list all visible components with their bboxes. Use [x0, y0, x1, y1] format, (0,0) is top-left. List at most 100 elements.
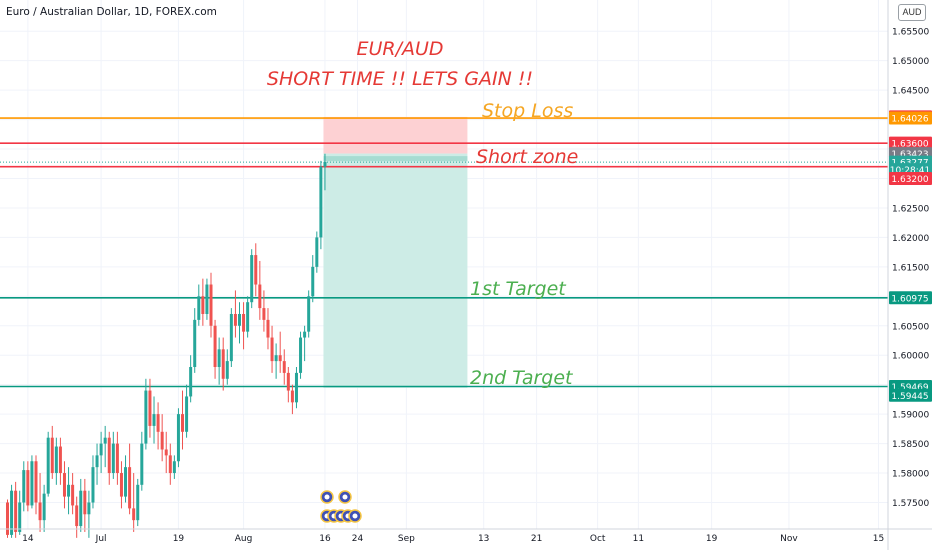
candle: [278, 331, 282, 373]
candle-body: [323, 161, 327, 167]
target2-annotation: 2nd Target: [470, 367, 573, 389]
candle: [95, 443, 99, 485]
price-label: 1.63200: [889, 171, 932, 185]
candle-body: [22, 470, 26, 503]
candle-body: [246, 302, 250, 332]
candle-body: [71, 484, 75, 506]
candle: [107, 431, 111, 485]
candle-body: [201, 296, 205, 314]
candle-body: [294, 372, 298, 403]
candle: [233, 290, 237, 338]
candle: [250, 249, 254, 309]
price-label-bg: [889, 136, 932, 150]
price-label: 1.64026: [889, 111, 932, 125]
candle-body: [221, 349, 225, 379]
price-labels: 1.640451.640261.636001.634231.6327710:28…: [889, 110, 932, 402]
candle-body: [262, 308, 266, 320]
candle-body: [50, 437, 54, 474]
candle: [290, 384, 294, 415]
candle-body: [193, 319, 197, 368]
event-flag-icon-center: [342, 494, 348, 500]
candle: [62, 461, 66, 509]
entry-band: [323, 156, 468, 162]
candle-body: [34, 461, 38, 503]
candle: [319, 160, 323, 250]
candle: [156, 402, 160, 450]
candle-body: [91, 467, 95, 503]
candle-body: [58, 446, 62, 474]
x-tick-label: Sep: [398, 534, 415, 544]
candle: [315, 231, 319, 273]
candle: [99, 431, 103, 474]
candle: [299, 331, 303, 379]
candle-body: [95, 455, 99, 468]
x-tick-label: 21: [531, 534, 542, 544]
y-tick-label: 1.60500: [892, 322, 929, 332]
candle: [50, 425, 54, 479]
candle-body: [103, 437, 107, 444]
price-label: 1.59445: [889, 388, 932, 402]
candle-body: [18, 502, 22, 532]
y-tick-label: 1.64500: [892, 87, 929, 97]
price-label-bg: [889, 111, 932, 125]
candle: [176, 408, 180, 468]
candle: [311, 255, 315, 303]
candle: [22, 461, 26, 512]
candle: [237, 302, 241, 344]
candle: [160, 414, 164, 462]
candle: [87, 490, 91, 538]
candle-body: [10, 490, 14, 535]
x-tick-label: 19: [706, 534, 718, 544]
price-label-text: 10:28:41: [890, 166, 930, 176]
candle: [46, 431, 50, 497]
x-tick-label: 11: [633, 534, 644, 544]
candle: [201, 278, 205, 326]
profit-zone: [323, 153, 468, 388]
candle-body: [128, 467, 132, 509]
candle-body: [30, 461, 34, 506]
headline-message: SHORT TIME !! LETS GAIN !!: [266, 68, 534, 90]
candle-body: [311, 266, 315, 297]
candle-body: [46, 437, 50, 494]
candle: [323, 153, 327, 191]
candle-body: [270, 337, 274, 362]
candle-body: [176, 414, 180, 462]
candle-body: [62, 473, 66, 497]
candle: [164, 431, 168, 474]
candle: [10, 484, 14, 538]
position-zones: [323, 116, 468, 388]
candle-body: [189, 367, 193, 397]
candle: [132, 473, 136, 532]
candle: [246, 296, 250, 338]
candle-body: [290, 390, 294, 403]
x-tick-label: Nov: [780, 534, 798, 544]
candle: [67, 467, 71, 515]
x-tick-label: 19: [173, 534, 185, 544]
candle: [111, 431, 115, 479]
price-label-bg: [889, 171, 932, 185]
candle: [148, 378, 152, 438]
candle-body: [6, 502, 9, 535]
event-flag-icon-center: [324, 494, 330, 500]
candle-body: [237, 313, 241, 326]
y-tick-label: 1.65000: [892, 57, 929, 67]
y-tick-label: 1.62500: [892, 204, 929, 214]
headline-pair: EUR/AUD: [356, 38, 444, 60]
candle-body: [156, 414, 160, 432]
candle: [185, 384, 189, 438]
candle-body: [274, 355, 278, 362]
candle-body: [124, 467, 128, 497]
y-tick-label: 1.62000: [892, 234, 929, 244]
candle: [30, 455, 34, 509]
candle-body: [148, 390, 152, 426]
x-tick-label: Aug: [235, 534, 253, 544]
candle: [172, 455, 176, 479]
x-tick-label: 15: [873, 534, 884, 544]
currency-button[interactable]: AUD: [898, 4, 926, 21]
candle-body: [205, 284, 209, 314]
candle-body: [250, 255, 254, 303]
candle: [34, 455, 38, 515]
price-label-text: 1.59469: [891, 383, 928, 393]
